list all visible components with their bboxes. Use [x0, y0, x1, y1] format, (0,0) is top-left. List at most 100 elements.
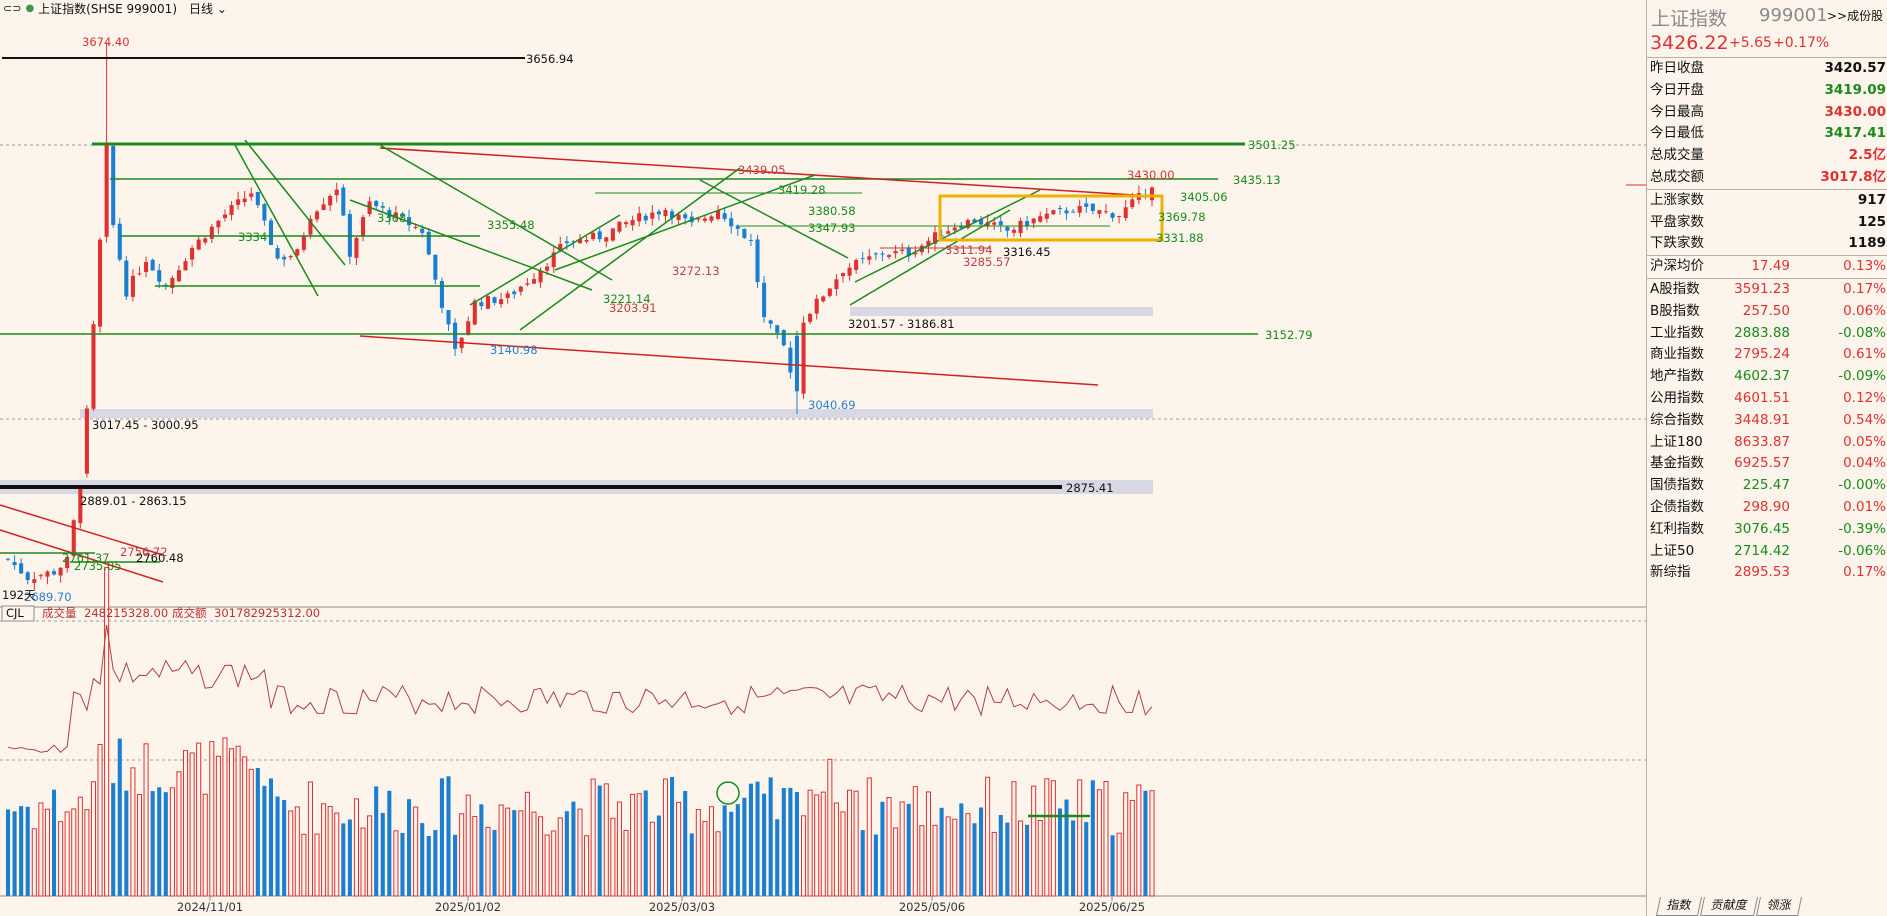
volume-bar	[380, 812, 385, 896]
volume-bar	[670, 776, 675, 896]
count-row[interactable]: 上涨家数 917	[1647, 188, 1887, 212]
candle-body	[1090, 203, 1095, 211]
trend-line	[0, 504, 164, 556]
volume-bar	[255, 767, 260, 896]
index-row[interactable]: 公用指数 4601.51 0.12%	[1647, 388, 1887, 410]
volume-bar	[64, 811, 70, 897]
candle-body	[236, 199, 241, 205]
candle-body	[51, 571, 57, 575]
index-row[interactable]: 基金指数 6925.57 0.04%	[1647, 453, 1887, 475]
volume-bar	[1037, 820, 1043, 897]
level-label: 3285.57	[963, 255, 1011, 269]
avg-price-row[interactable]: 沪深均价 17.49 0.13%	[1647, 255, 1887, 278]
volume-bar	[866, 777, 872, 897]
candle-body	[584, 239, 589, 242]
candle-body	[906, 247, 911, 257]
volume-bar	[169, 787, 175, 897]
volume-bar	[222, 737, 228, 897]
gap-zone	[850, 307, 1153, 316]
candle-body	[334, 189, 339, 196]
volume-bar	[571, 801, 576, 896]
volume-bar	[5, 809, 11, 896]
volume-bar	[321, 803, 327, 897]
volume-bar	[143, 743, 149, 897]
volume-bar	[590, 778, 596, 897]
index-label: 红利指数	[1650, 520, 1704, 537]
candle-body	[176, 270, 181, 282]
volume-bar	[314, 833, 320, 897]
index-row[interactable]: 综合指数 3448.91 0.54%	[1647, 410, 1887, 432]
index-row[interactable]: A股指数 3591.23 0.17%	[1647, 277, 1887, 301]
tab-0[interactable]: 指数	[1655, 897, 1703, 916]
index-row[interactable]: 新综指 2895.53 0.17%	[1647, 562, 1887, 584]
index-row[interactable]: 地产指数 4602.37 -0.09%	[1647, 366, 1887, 388]
index-row[interactable]: 国债指数 225.47 -0.00%	[1647, 475, 1887, 497]
index-row[interactable]: 上证180 8633.87 0.05%	[1647, 432, 1887, 454]
tab-1[interactable]: 贡献度	[1699, 897, 1759, 916]
index-row[interactable]: 商业指数 2795.24 0.61%	[1647, 344, 1887, 366]
candle-body	[1130, 199, 1135, 208]
volume-bar	[715, 831, 721, 897]
candle-body	[328, 195, 333, 206]
chain-icon[interactable]: ⊂⊃	[3, 1, 22, 15]
volume-bar	[407, 799, 412, 896]
volume-bar	[327, 805, 333, 897]
candle-body	[716, 210, 721, 220]
stat-row[interactable]: 昨日收盘 3420.57	[1647, 57, 1887, 80]
index-row[interactable]: 企债指数 298.90 0.01%	[1647, 497, 1887, 519]
index-row[interactable]: 上证50 2714.42 -0.06%	[1647, 541, 1887, 563]
count-row[interactable]: 平盘家数 125	[1647, 212, 1887, 234]
volume-bar	[755, 781, 760, 896]
candle-body	[926, 240, 931, 247]
volume-bar	[31, 828, 37, 897]
index-row[interactable]: B股指数 257.50 0.06%	[1647, 301, 1887, 323]
period-selector[interactable]: 日线 ⌄	[189, 1, 227, 16]
volume-bar	[965, 813, 971, 897]
index-label: B股指数	[1650, 302, 1700, 319]
volume-bar	[215, 755, 221, 897]
candle-body	[992, 222, 997, 225]
index-value: 257.50	[1742, 302, 1790, 319]
volume-bar	[695, 809, 701, 897]
volume-bar	[1143, 790, 1148, 896]
index-label: 工业指数	[1650, 324, 1704, 341]
level-label: 3656.94	[526, 52, 574, 66]
panel-code: 999001	[1759, 5, 1828, 26]
volume-bar	[873, 834, 878, 896]
stat-row[interactable]: 今日开盘 3419.09	[1647, 80, 1887, 102]
symbol-title: 上证指数(SHSE 999001)	[38, 1, 177, 16]
volume-bar	[433, 830, 438, 896]
avg-value: 17.49	[1751, 258, 1790, 275]
volume-bar	[939, 807, 944, 896]
constituents-link[interactable]: >>成份股	[1827, 9, 1884, 23]
index-row[interactable]: 工业指数 2883.88 -0.08%	[1647, 323, 1887, 345]
count-value: 1189	[1848, 235, 1886, 252]
candle-body	[413, 226, 418, 229]
volume-bar	[518, 810, 524, 897]
candle-body	[788, 347, 793, 373]
stat-row[interactable]: 总成交额 3017.8亿	[1647, 167, 1887, 189]
candle-body	[972, 219, 977, 223]
level-label: 2756.72	[120, 545, 168, 559]
count-row[interactable]: 下跌家数 1189	[1647, 233, 1887, 255]
volume-bar	[708, 806, 715, 897]
candle-body	[946, 231, 951, 234]
candlestick-chart[interactable]: 3674.40 3656.94 3501.25 3435.13 3430.00 3419.…	[0, 0, 1646, 916]
candle-body	[998, 221, 1003, 226]
index-row[interactable]: 红利指数 3076.45 -0.39%	[1647, 519, 1887, 541]
stat-row[interactable]: 总成交量 2.5亿	[1647, 145, 1887, 167]
index-pct: -0.39%	[1838, 520, 1886, 537]
candle-body	[683, 214, 688, 219]
index-pct: 0.17%	[1843, 280, 1886, 297]
stat-row[interactable]: 今日最高 3430.00	[1647, 102, 1887, 124]
volume-bar	[656, 815, 661, 896]
volume-bar	[374, 786, 379, 896]
candle-body	[78, 488, 83, 524]
candle-body	[104, 142, 109, 237]
tab-2[interactable]: 领涨	[1756, 897, 1803, 916]
volume-bar	[551, 830, 557, 897]
stat-row[interactable]: 今日最低 3417.41	[1647, 123, 1887, 145]
candle-body	[670, 211, 675, 219]
level-label: 3501.25	[1248, 138, 1296, 152]
volume-bar	[919, 825, 925, 897]
